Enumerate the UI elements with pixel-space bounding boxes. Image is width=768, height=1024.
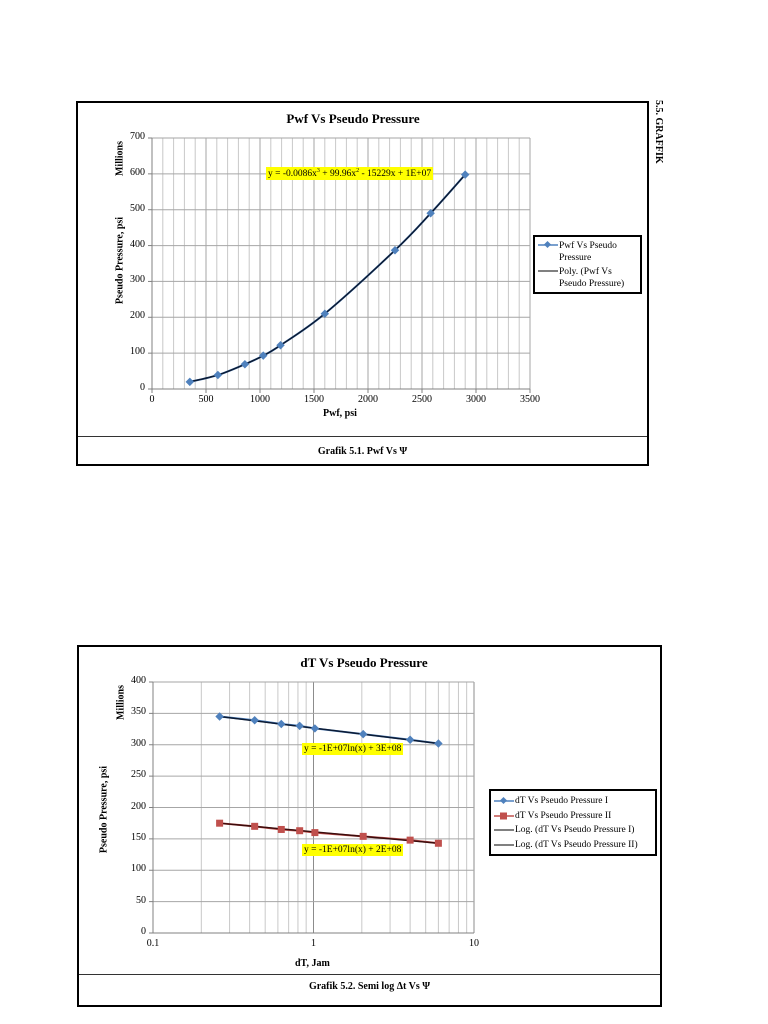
tick-label: 100 xyxy=(130,346,145,358)
chart-2-caption-divider xyxy=(79,974,660,975)
tick-label: 300 xyxy=(130,274,145,286)
chart-1-legend: Pwf Vs Pseudo Pressure Poly. (Pwf Vs Pse… xyxy=(533,235,642,294)
legend-label: Poly. (Pwf Vs Pseudo Pressure) xyxy=(559,267,625,289)
chart-1-yunit: Millions xyxy=(114,141,126,177)
legend-item-series-1: dT Vs Pseudo Pressure I xyxy=(493,794,653,809)
tick-label: 100 xyxy=(131,863,146,875)
legend-label: Pwf Vs Pseudo Pressure xyxy=(559,241,617,263)
blue-diamond-line-icon xyxy=(493,794,515,808)
tick-label: 1 xyxy=(311,938,316,949)
tick-label: 2500 xyxy=(412,394,432,405)
legend-item-trendline-1: Log. (dT Vs Pseudo Pressure I) xyxy=(493,823,653,838)
chart-1-caption-divider xyxy=(78,436,647,437)
legend-item-trendline: Poly. (Pwf Vs Pseudo Pressure) xyxy=(537,266,638,290)
tick-label: 50 xyxy=(136,894,146,906)
chart-1-caption: Grafik 5.1. Pwf Vs Ψ xyxy=(317,446,408,457)
legend-item-trendline-2: Log. (dT Vs Pseudo Pressure II) xyxy=(493,838,653,853)
chart-1-xlabel: Pwf, psi xyxy=(323,408,357,419)
tick-label: 250 xyxy=(131,769,146,781)
chart-1-title: Pwf Vs Pseudo Pressure xyxy=(286,111,420,126)
legend-item-series: Pwf Vs Pseudo Pressure xyxy=(537,240,638,264)
chart-2-frame: dT Vs Pseudo Pressure Millions Pseudo Pr… xyxy=(77,645,662,1007)
legend-label: Log. (dT Vs Pseudo Pressure II) xyxy=(515,839,638,850)
tick-label: 200 xyxy=(130,310,145,322)
black-line-icon xyxy=(493,823,515,837)
black-line-icon xyxy=(537,266,559,276)
tick-label: 150 xyxy=(131,831,146,843)
tick-label: 3500 xyxy=(520,394,540,405)
tick-label: 2000 xyxy=(358,394,378,405)
chart-2-equation-2: y = -1E+07ln(x) + 2E+08 xyxy=(302,844,404,856)
tick-label: 3000 xyxy=(466,394,486,405)
tick-label: 700 xyxy=(130,131,145,142)
chart-2-legend: dT Vs Pseudo Pressure I dT Vs Pseudo Pre… xyxy=(489,789,657,856)
chart-2-caption: Grafik 5.2. Semi log Δt Vs Ψ xyxy=(308,981,431,992)
tick-label: 0 xyxy=(140,382,145,393)
chart-2-plot xyxy=(149,681,475,934)
chart-2-equation-1: y = -1E+07ln(x) + 3E+08 xyxy=(302,743,404,755)
blue-diamond-line-icon xyxy=(537,240,559,250)
tick-label: 10 xyxy=(469,938,479,949)
chart-2-yunit: Millions xyxy=(115,685,127,721)
tick-label: 500 xyxy=(130,202,145,214)
tick-label: 0 xyxy=(149,394,155,405)
tick-label: 300 xyxy=(131,737,146,749)
tick-label: 1000 xyxy=(250,394,270,405)
section-label: 5.5. GRAFFIK xyxy=(653,100,664,164)
tick-label: 400 xyxy=(130,238,145,250)
chart-2-xlabel: dT, Jam xyxy=(295,958,330,969)
black-line-icon xyxy=(493,838,515,852)
tick-label: 600 xyxy=(130,166,145,178)
tick-label: 350 xyxy=(131,706,146,718)
red-square-line-icon xyxy=(493,809,515,823)
tick-label: 1500 xyxy=(304,394,324,405)
tick-label: 0 xyxy=(141,926,146,937)
chart-2-title: dT Vs Pseudo Pressure xyxy=(300,655,428,670)
legend-label: Log. (dT Vs Pseudo Pressure I) xyxy=(515,825,635,835)
chart-1-ylabel: Pseudo Pressure, psi xyxy=(114,216,126,305)
chart-2-ylabel: Pseudo Pressure, psi xyxy=(98,765,110,854)
legend-item-series-2: dT Vs Pseudo Pressure II xyxy=(493,809,653,824)
chart-1-equation: y = -0.0086x3 + 99.96x2 - 15229x + 1E+07 xyxy=(266,167,434,181)
tick-label: 400 xyxy=(131,675,146,686)
legend-label: dT Vs Pseudo Pressure II xyxy=(515,810,612,821)
tick-label: 0.1 xyxy=(146,938,160,949)
legend-label: dT Vs Pseudo Pressure I xyxy=(515,796,609,806)
tick-label: 200 xyxy=(131,800,146,812)
chart-1-frame: Pwf Vs Pseudo Pressure Millions Pseudo P… xyxy=(76,101,649,466)
tick-label: 500 xyxy=(198,394,214,405)
